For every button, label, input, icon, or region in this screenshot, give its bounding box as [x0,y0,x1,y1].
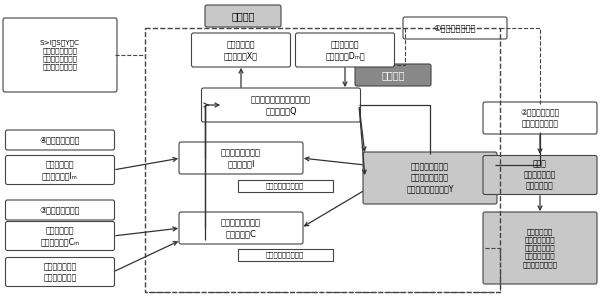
Text: まちの中: まちの中 [381,70,405,80]
FancyBboxPatch shape [5,257,115,286]
Text: 産出財の供給
（域外分：X）: 産出財の供給 （域外分：X） [224,40,258,60]
FancyBboxPatch shape [355,64,431,86]
FancyBboxPatch shape [483,155,597,194]
Text: ①要素需要の漏れ: ①要素需要の漏れ [434,23,476,32]
Text: 域内投資と域外投資: 域内投資と域外投資 [266,183,304,189]
Text: S>I、S＝Y－C
貯蓄超過（資金余
剰）の場合、域外
の資本市場で運用: S>I、S＝Y－C 貯蓄超過（資金余 剰）の場合、域外 の資本市場で運用 [40,40,80,70]
Text: 所得から生まれる
消費需要：C: 所得から生まれる 消費需要：C [221,218,261,238]
FancyBboxPatch shape [5,130,115,150]
Bar [238,249,332,261]
Text: モノやサービスを生み出す
生産活動：Q: モノやサービスを生み出す 生産活動：Q [251,95,311,115]
Text: 買い物や通院等
による域外消費: 買い物や通院等 による域外消費 [43,262,77,282]
FancyBboxPatch shape [191,33,290,67]
Text: 消費財の域外
からの調達：Cₘ: 消費財の域外 からの調達：Cₘ [40,226,80,246]
FancyBboxPatch shape [363,152,497,204]
FancyBboxPatch shape [403,17,507,39]
Text: 域外の
雇用者（通勤）
域外の資本家: 域外の 雇用者（通勤） 域外の資本家 [524,159,556,190]
Text: 企業内の移転
（本支店勘定）
・本社への送金
個人同士の移転
・家族への仕送り: 企業内の移転 （本支店勘定） ・本社への送金 個人同士の移転 ・家族への仕送り [523,229,557,268]
Text: ④投資需要の漏れ: ④投資需要の漏れ [40,136,80,145]
Text: 所得から生まれる
投資需要：I: 所得から生まれる 投資需要：I [221,148,261,168]
FancyBboxPatch shape [179,212,303,244]
FancyBboxPatch shape [3,18,117,92]
Text: ③消費需要の漏れ: ③消費需要の漏れ [40,206,80,214]
FancyBboxPatch shape [5,200,115,220]
FancyBboxPatch shape [483,102,597,134]
FancyBboxPatch shape [483,212,597,284]
Text: 域内消費と域外消費: 域内消費と域外消費 [266,252,304,258]
Text: まちの外: まちの外 [231,11,255,21]
Text: 生産活動に貢献し
た主体への付加価
値（所得）の分配：Y: 生産活動に貢献し た主体への付加価 値（所得）の分配：Y [406,162,454,194]
FancyBboxPatch shape [5,155,115,184]
Bar [238,180,332,192]
Text: 中間財の投入
（域外分：Dₘ）: 中間財の投入 （域外分：Dₘ） [325,40,365,60]
Text: ②分配所得（付加
価値部分）の漏れ: ②分配所得（付加 価値部分）の漏れ [520,108,560,128]
FancyBboxPatch shape [179,142,303,174]
FancyBboxPatch shape [5,221,115,250]
FancyBboxPatch shape [205,5,281,27]
FancyBboxPatch shape [296,33,395,67]
FancyBboxPatch shape [202,88,361,122]
Text: 投資材の域外
からの調達：Iₘ: 投資材の域外 からの調達：Iₘ [42,160,78,180]
